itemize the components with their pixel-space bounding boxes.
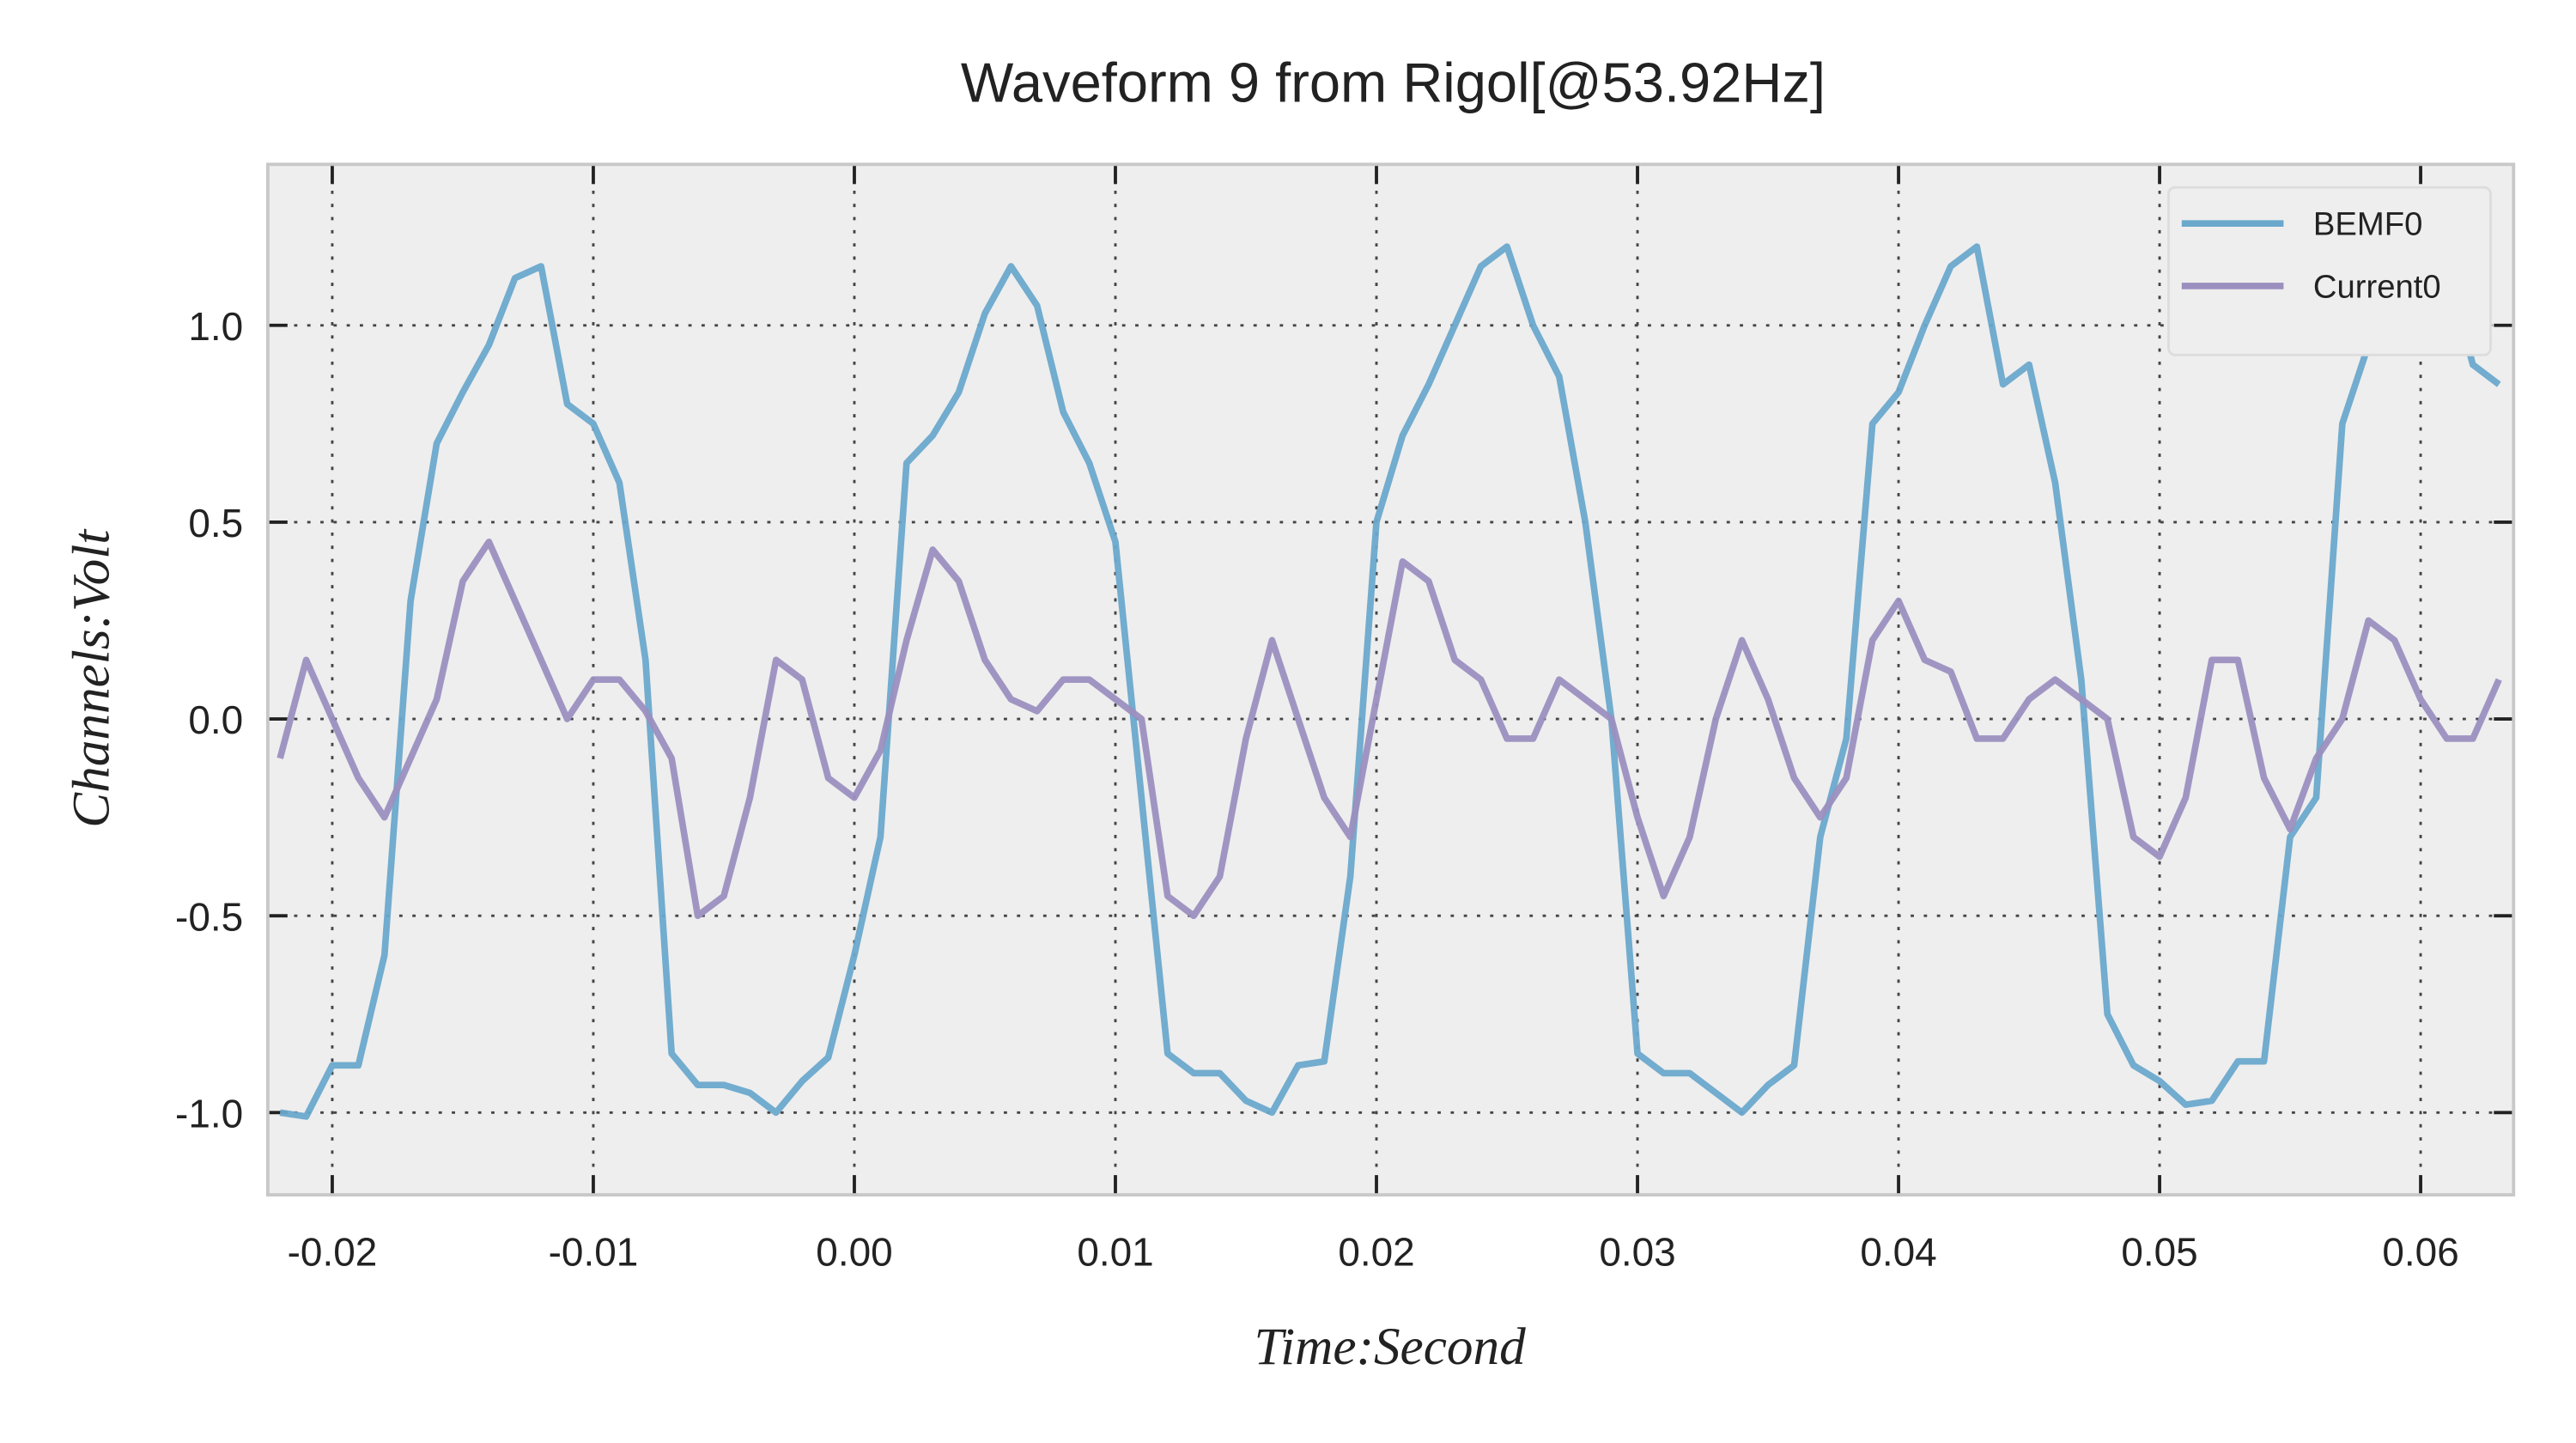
y-tick-label: 1.0: [188, 304, 243, 349]
y-axis-label: Channels:Volt: [62, 528, 120, 828]
x-tick-label: 0.03: [1599, 1229, 1675, 1274]
legend-label: BEMF0: [2313, 206, 2423, 243]
x-tick-label: 0.02: [1338, 1229, 1414, 1274]
x-axis-label: Time:Second: [1255, 1318, 1527, 1376]
y-tick-label: 0.5: [188, 501, 243, 545]
x-tick-label: 0.06: [2382, 1229, 2458, 1274]
y-tick-label: 0.0: [188, 697, 243, 742]
plot-frame: [265, 162, 2516, 1196]
x-tick-label: -0.02: [288, 1229, 378, 1274]
legend-label: Current0: [2313, 268, 2441, 305]
series-line: [276, 538, 2502, 919]
y-tick-label: -0.5: [175, 894, 243, 939]
x-tick-label: -0.01: [549, 1229, 639, 1274]
x-tick-label: 0.05: [2121, 1229, 2197, 1274]
plot-area: [267, 164, 2514, 1196]
x-tick-label: 0.04: [1860, 1229, 1936, 1274]
y-tick-label: -1.0: [175, 1092, 243, 1136]
legend-box: [2167, 186, 2492, 356]
chart-title: Waveform 9 from Rigol[@53.92Hz]: [961, 52, 1826, 114]
x-tick-label: 0.00: [816, 1229, 892, 1274]
x-tick-label: 0.01: [1077, 1229, 1153, 1274]
